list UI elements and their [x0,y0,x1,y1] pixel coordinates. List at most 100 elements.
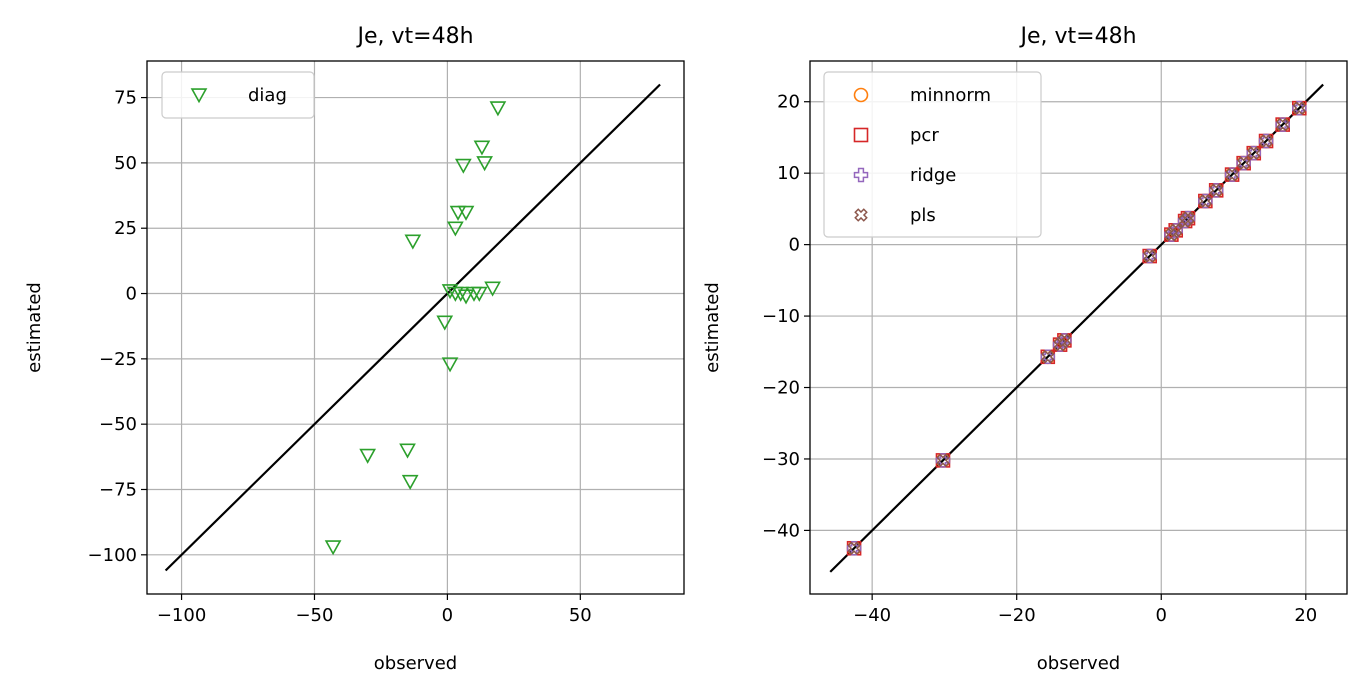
y-tick-label: 50 [114,153,137,174]
point-pls [1225,167,1239,182]
point-ridge [935,453,951,468]
y-tick-label: −20 [762,378,800,399]
chart-title: Je, vt=48h [355,24,473,49]
y-tick-label: 0 [789,235,800,256]
y-tick-label: 75 [114,88,137,109]
point-diag [484,281,501,297]
identity-line [164,83,661,572]
point-ridge [1142,248,1157,264]
y-tick-label: −50 [99,414,137,435]
point-diag [324,540,342,556]
point-diag [470,286,488,302]
point-ridge [1040,349,1056,365]
point-pls [936,453,950,468]
chart-left: −100 −50 0 50 −100 −75 −50 −25 0 25 50 75 Je, vt=48h… [24,24,685,674]
point-diag [473,140,491,156]
point-diag [457,289,475,305]
legend-marker-minnorm [853,87,869,103]
point-ridge [846,541,862,556]
axes-frame [809,60,1348,595]
point-pls [1275,117,1290,132]
x-axis-label: observed [374,653,457,674]
point-ridge [1246,145,1262,161]
point-diag [359,448,377,464]
legend-box [161,71,315,119]
legend-marker-diag [190,88,208,104]
y-axis-label: estimated [702,282,723,373]
point-ridge [1224,167,1240,182]
y-tick-label: 10 [777,163,800,184]
data-points [324,101,507,556]
y-tick-label: −100 [88,545,137,566]
legend-box [823,71,1042,238]
point-pls [1292,101,1307,115]
point-diag [454,158,472,174]
legend: diag [161,71,315,119]
x-tick-label: 0 [442,605,453,626]
x-tick-label: −40 [853,605,891,626]
point-diag [401,474,419,490]
y-tick-label: −30 [762,449,800,470]
legend-marker-ridge [853,167,869,183]
point-diag [452,286,470,302]
point-pls [1040,350,1055,364]
axes-frame [146,60,685,595]
y-axis-label: estimated [24,282,45,373]
y-tick-label: −25 [99,349,137,370]
point-ridge [1292,100,1307,116]
point-ridge [1275,117,1290,132]
point-pls [1168,223,1183,238]
x-tick-label: −50 [295,605,333,626]
point-diag [441,357,459,373]
legend-marker-pcr [853,127,869,143]
point-ridge [1208,183,1224,198]
x-axis-label: observed [1037,653,1120,674]
y-tick-label: −40 [762,520,800,541]
point-diag [447,221,464,237]
legend-label-pcr: pcr [910,125,939,146]
data-points [846,100,1307,556]
point-diag [449,205,467,221]
point-pls [1209,183,1223,198]
legend-label-diag: diag [248,85,287,106]
point-pls [1142,249,1157,263]
point-pls [1198,194,1213,208]
point-diag [399,443,416,459]
point-pls [1057,333,1072,348]
legend-label-pls: pls [910,205,936,226]
point-diag [489,101,507,117]
point-pls [1236,156,1251,170]
point-diag [476,156,493,172]
y-tick-label: 0 [126,284,137,305]
point-diag [436,315,454,331]
chart-title: Je, vt=48h [1018,24,1136,49]
point-diag [441,284,459,300]
point-ridge [1057,333,1072,348]
x-tick-label: 20 [1294,605,1317,626]
point-ridge [1168,223,1183,238]
point-ridge [1198,193,1213,209]
y-tick-label: −10 [762,306,800,327]
point-ridge [1177,213,1193,229]
point-ridge [1236,155,1251,171]
point-diag [404,234,422,250]
point-ridge [1258,133,1274,149]
x-tick-label: 50 [569,605,592,626]
legend-marker-pls [854,208,868,222]
point-pls [1246,146,1261,160]
point-diag [457,205,475,221]
point-pls [847,541,861,556]
y-tick-label: −75 [99,479,137,500]
legend-label-ridge: ridge [910,165,956,186]
legend-label-minnorm: minnorm [910,85,991,106]
x-tick-label: 0 [1156,605,1167,626]
y-tick-label: 25 [114,218,137,239]
point-pls [1259,134,1273,148]
x-tick-label: −100 [157,605,206,626]
chart-right: −40 −20 0 20 −40 −30 −20 −10 0 10 20 Je, vt=48h obse… [702,24,1348,674]
legend: minnorm pcr ridge pls [823,71,1042,238]
y-tick-label: 20 [777,92,800,113]
point-pls [1181,211,1195,225]
x-tick-label: −20 [998,605,1036,626]
